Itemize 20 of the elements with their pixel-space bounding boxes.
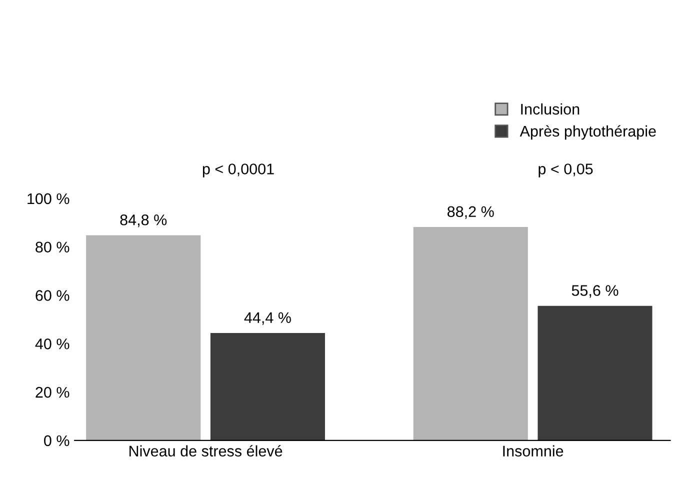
- legend-label: Inclusion: [521, 103, 580, 115]
- bar: [538, 306, 652, 440]
- text: p < 0,0001: [202, 164, 274, 178]
- x-tick-label: Insomnie: [503, 445, 564, 457]
- y-tick-label: 100 %: [28, 193, 70, 204]
- y-tick-label: 40 %: [35, 338, 70, 350]
- data-label: 55,6 %: [572, 285, 618, 298]
- x-tick-label: Niveau de stress élevé: [130, 445, 282, 457]
- bar: [86, 235, 201, 440]
- y-tick-label: 60 %: [36, 290, 70, 301]
- y-tick-label: 0 %: [44, 435, 70, 446]
- data-label: 88,2 %: [448, 206, 494, 219]
- y-tick-label: 20 %: [36, 386, 70, 398]
- data-label: 84,8 %: [120, 214, 167, 228]
- data-label: 44,4 %: [244, 312, 291, 325]
- legend-label: Après phytothérapie: [520, 125, 656, 140]
- text: p < 0,05: [538, 164, 593, 178]
- bar: [210, 332, 325, 440]
- bar: [413, 226, 528, 440]
- y-tick-label: 80 %: [36, 242, 70, 253]
